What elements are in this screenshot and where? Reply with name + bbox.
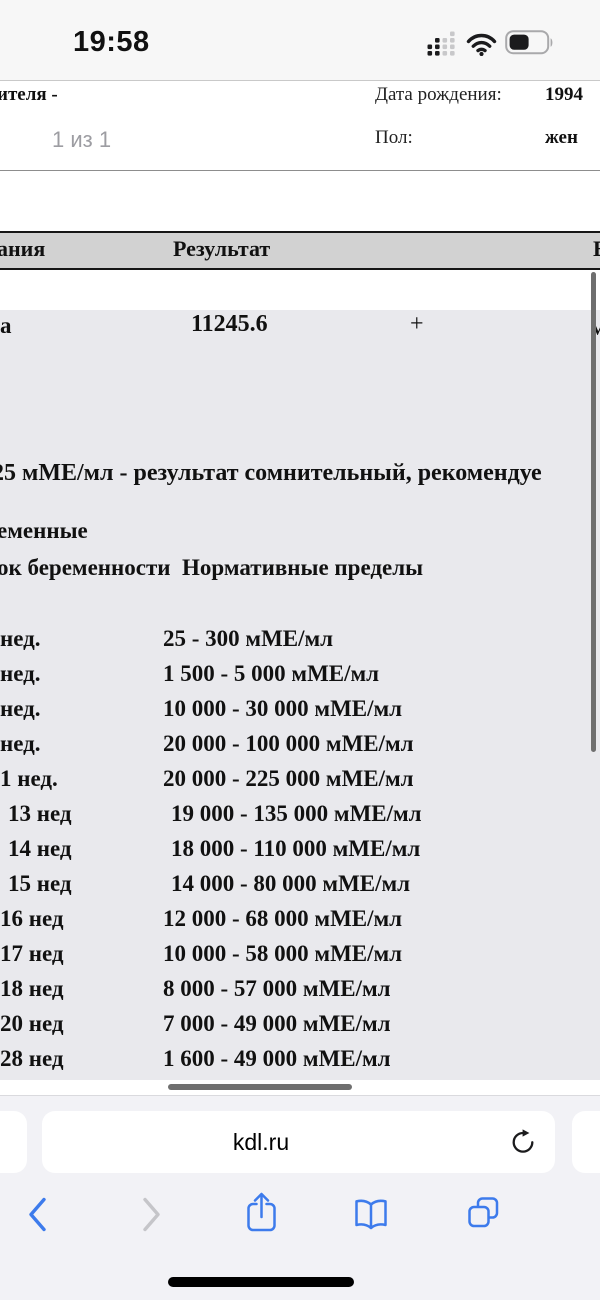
column-name-partial: ания	[0, 236, 46, 261]
week-label: 14 нед	[8, 836, 72, 861]
range-value: 10 000 - 30 000 мМЕ/мл	[163, 696, 403, 721]
range-value: 7 000 - 49 000 мМЕ/мл	[163, 1011, 391, 1036]
reference-row: 14 нед 18 000 - 110 000 мМЕ/мл	[0, 831, 600, 866]
back-button[interactable]	[26, 1196, 50, 1233]
sex-label: Пол:	[375, 127, 413, 148]
header-divider	[0, 170, 600, 171]
cellular-signal-icon	[427, 30, 457, 56]
week-label: 15 нед	[8, 871, 72, 896]
reference-row: 15 нед 14 000 - 80 000 мМЕ/мл	[0, 866, 600, 901]
range-value: 18 000 - 110 000 мМЕ/мл	[171, 836, 421, 861]
reference-table: нед. 25 - 300 мМЕ/мл нед. 1 500 - 5 000 мМ…	[0, 621, 600, 1076]
reference-row: 20 нед 7 000 - 49 000 мМЕ/мл	[0, 1006, 600, 1041]
home-indicator[interactable]	[168, 1277, 354, 1287]
reference-row: нед. 1 500 - 5 000 мМЕ/мл	[0, 656, 600, 691]
range-value: 1 500 - 5 000 мМЕ/мл	[163, 661, 380, 686]
address-bar-url[interactable]: kdl.ru	[232, 1129, 290, 1155]
reference-row: 13 нед 19 000 - 135 000 мМЕ/мл	[0, 796, 600, 831]
horizontal-scrollbar[interactable]	[168, 1084, 352, 1090]
range-value: 20 000 - 100 000 мМЕ/мл	[163, 731, 414, 756]
address-bar[interactable]: kdl.ru	[42, 1111, 555, 1173]
reference-row: 16 нед 12 000 - 68 000 мМЕ/мл	[0, 901, 600, 936]
column-result: Результат	[173, 236, 271, 261]
status-time: 19:58	[73, 26, 150, 58]
browser-bottom-chrome: kdl.ru	[0, 1095, 600, 1300]
sex-value: жен	[545, 127, 578, 148]
range-value: 12 000 - 68 000 мМЕ/мл	[163, 906, 403, 931]
result-block	[0, 310, 600, 1080]
battery-icon	[505, 30, 555, 55]
range-value: 20 000 - 225 000 мМЕ/мл	[163, 766, 414, 791]
birth-date-label: Дата рождения:	[375, 84, 502, 105]
tabs-icon[interactable]	[467, 1196, 500, 1229]
range-value: 14 000 - 80 000 мМЕ/мл	[171, 871, 411, 896]
week-label: нед.	[0, 661, 41, 686]
reference-row: нед. 10 000 - 30 000 мМЕ/мл	[0, 691, 600, 726]
column-right-partial: Е	[593, 236, 600, 262]
week-label: 18 нед	[0, 976, 64, 1001]
week-label: 17 нед	[0, 941, 64, 966]
status-bar: 19:58	[0, 0, 600, 81]
reference-row: нед. 25 - 300 мМЕ/мл	[0, 621, 600, 656]
next-tab-fragment[interactable]	[572, 1111, 600, 1173]
reference-row: 1 нед. 20 000 - 225 000 мМЕ/мл	[0, 761, 600, 796]
range-value: 19 000 - 135 000 мМЕ/мл	[171, 801, 422, 826]
share-icon[interactable]	[245, 1191, 278, 1235]
range-value: 10 000 - 58 000 мМЕ/мл	[163, 941, 403, 966]
comment-line: 25 мМЕ/мл - результат сомнительный, реко…	[0, 460, 542, 486]
week-label: нед.	[0, 626, 41, 651]
result-flag: +	[410, 311, 424, 337]
birth-date-value: 1994	[545, 84, 583, 105]
test-name-partial: а	[0, 313, 12, 338]
week-label: нед.	[0, 731, 41, 756]
statusbar-divider	[0, 80, 600, 81]
week-label: 1 нед.	[0, 766, 58, 791]
week-label: 16 нед	[0, 906, 64, 931]
reference-row: 18 нед 8 000 - 57 000 мМЕ/мл	[0, 971, 600, 1006]
bookmarks-icon[interactable]	[352, 1198, 390, 1231]
week-label: 20 нед	[0, 1011, 64, 1036]
range-value: 25 - 300 мМЕ/мл	[163, 626, 334, 651]
page-counter: 1 из 1	[52, 127, 112, 152]
section-title-partial: еменные	[0, 518, 88, 543]
wifi-icon	[466, 33, 497, 56]
week-label: 13 нед	[8, 801, 72, 826]
result-value: 11245.6	[191, 311, 268, 337]
week-label: нед.	[0, 696, 41, 721]
forward-button[interactable]	[139, 1196, 163, 1233]
reference-row: 17 нед 10 000 - 58 000 мМЕ/мл	[0, 936, 600, 971]
reference-row: нед. 20 000 - 100 000 мМЕ/мл	[0, 726, 600, 761]
results-table-header: ания Результат Е	[0, 231, 600, 270]
week-label: 28 нед	[0, 1046, 64, 1071]
range-value: 8 000 - 57 000 мМЕ/мл	[163, 976, 391, 1001]
previous-tab-fragment[interactable]	[0, 1111, 27, 1173]
reference-row: 28 нед 1 600 - 49 000 мМЕ/мл	[0, 1041, 600, 1076]
vertical-scrollbar[interactable]	[591, 272, 596, 752]
reload-icon[interactable]	[510, 1128, 536, 1156]
reference-columns-header: ок беременности Нормативные пределы	[0, 555, 424, 580]
patient-name-partial: ителя -	[0, 84, 58, 105]
range-value: 1 600 - 49 000 мМЕ/мл	[163, 1046, 391, 1071]
